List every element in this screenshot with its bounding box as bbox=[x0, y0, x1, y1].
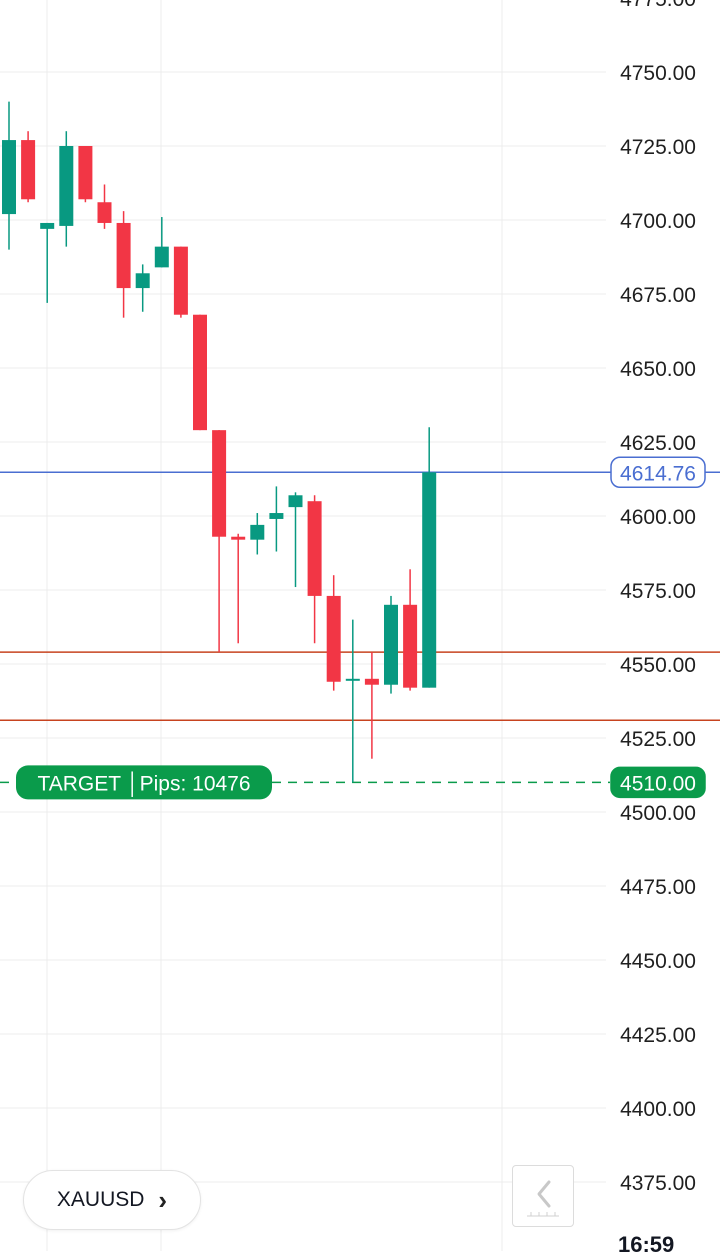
candle-body bbox=[231, 536, 246, 540]
candle-body bbox=[78, 146, 93, 200]
symbol-button[interactable]: XAUUSD › bbox=[23, 1170, 201, 1230]
candle-body bbox=[154, 246, 169, 268]
price-tick-label: 4750.00 bbox=[620, 62, 696, 85]
price-axis[interactable]: 4775.00 4750.00 4725.00 4700.00 4675.00 4650.… bbox=[620, 0, 696, 1195]
price-tick-label: 4775.00 bbox=[620, 0, 696, 11]
candle-body bbox=[2, 140, 16, 215]
candle-body bbox=[250, 524, 265, 540]
scroll-back-icon bbox=[527, 1180, 559, 1217]
candle-body bbox=[173, 246, 188, 315]
candle-body bbox=[116, 222, 131, 289]
symbol-label: XAUUSD bbox=[56, 1188, 145, 1211]
price-tick-label: 4625.00 bbox=[620, 432, 696, 455]
price-tick-label: 4725.00 bbox=[620, 136, 696, 159]
chevron-right-icon: › bbox=[158, 1185, 168, 1215]
candle-body bbox=[364, 678, 379, 685]
candle-body bbox=[212, 430, 227, 537]
candle-body bbox=[21, 140, 36, 200]
target-price-tag: 4510.00 bbox=[610, 766, 706, 799]
scroll-to-realtime-button[interactable] bbox=[512, 1165, 574, 1227]
price-tick-label: 4475.00 bbox=[620, 876, 696, 899]
candle-body bbox=[326, 595, 341, 682]
candle-body bbox=[40, 222, 55, 229]
price-tick-label: 4550.00 bbox=[620, 654, 696, 677]
candle-body bbox=[193, 314, 207, 431]
price-tick-label: 4650.00 bbox=[620, 358, 696, 381]
price-tick-label: 4525.00 bbox=[620, 728, 696, 751]
candle-body bbox=[345, 678, 360, 681]
current-price-tag: 4614.76 bbox=[610, 456, 706, 489]
price-tick-label: 4400.00 bbox=[620, 1098, 696, 1121]
candle-body bbox=[269, 513, 284, 519]
price-tags: 4614.76 4510.00 TARGET │Pips: 10476 bbox=[16, 456, 706, 800]
price-tick-label: 4425.00 bbox=[620, 1024, 696, 1047]
target-label-text: TARGET │Pips: 10476 bbox=[37, 770, 250, 797]
price-tick-label: 4500.00 bbox=[620, 802, 696, 825]
candle-body bbox=[288, 495, 303, 508]
price-tick-label: 4575.00 bbox=[620, 580, 696, 603]
candle-body bbox=[422, 472, 437, 688]
candle-body bbox=[384, 604, 398, 685]
candle-body bbox=[59, 146, 74, 226]
time-axis-label: 16:59 bbox=[618, 1232, 675, 1257]
target-label[interactable]: TARGET │Pips: 10476 bbox=[16, 765, 272, 800]
price-tick-label: 4700.00 bbox=[620, 210, 696, 233]
price-tag-label: 4510.00 bbox=[620, 772, 696, 795]
price-tick-label: 4675.00 bbox=[620, 284, 696, 307]
candle-body bbox=[97, 202, 112, 223]
price-tag-label: 4614.76 bbox=[620, 462, 696, 485]
level-lines bbox=[0, 471, 720, 784]
candles bbox=[2, 101, 437, 783]
price-tick-label: 4600.00 bbox=[620, 506, 696, 529]
candle-body bbox=[135, 273, 150, 289]
candle-body bbox=[307, 501, 322, 596]
price-tick-label: 4450.00 bbox=[620, 950, 696, 973]
candle-body bbox=[403, 604, 418, 688]
price-tick-label: 4375.00 bbox=[620, 1172, 696, 1195]
